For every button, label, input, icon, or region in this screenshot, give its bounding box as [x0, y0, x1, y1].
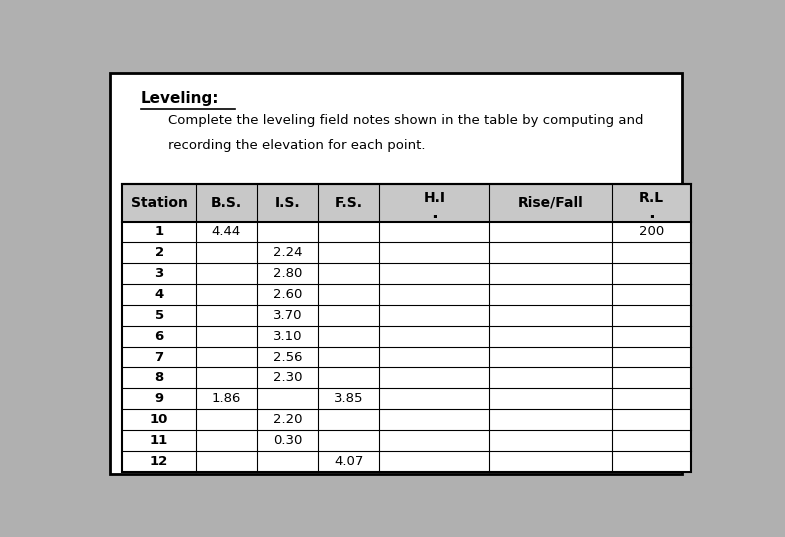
Text: 11: 11	[150, 434, 168, 447]
Text: Rise/Fall: Rise/Fall	[518, 196, 583, 210]
Text: 200: 200	[639, 226, 664, 238]
Text: 3: 3	[155, 267, 164, 280]
Text: Station: Station	[131, 196, 188, 210]
Text: F.S.: F.S.	[334, 196, 363, 210]
Text: 1.86: 1.86	[212, 392, 241, 405]
Text: 9: 9	[155, 392, 164, 405]
Text: 10: 10	[150, 413, 168, 426]
Bar	[122, 305, 692, 326]
Text: 4.44: 4.44	[212, 226, 241, 238]
Text: 12: 12	[150, 455, 168, 468]
Text: Complete the leveling field notes shown in the table by computing and: Complete the leveling field notes shown …	[168, 114, 644, 127]
Bar	[122, 326, 692, 347]
Text: 8: 8	[155, 372, 164, 384]
Text: 2.56: 2.56	[273, 351, 302, 364]
Bar	[122, 284, 692, 305]
Bar	[122, 388, 692, 409]
Text: .: .	[648, 204, 655, 222]
Bar	[122, 451, 692, 471]
Text: 1: 1	[155, 226, 164, 238]
Text: Leveling:: Leveling:	[141, 91, 219, 106]
Text: 2.20: 2.20	[273, 413, 302, 426]
Text: 2.60: 2.60	[273, 288, 302, 301]
Text: 4: 4	[155, 288, 164, 301]
Text: .: .	[431, 204, 438, 222]
Text: 2.80: 2.80	[273, 267, 302, 280]
Bar	[122, 242, 692, 263]
Bar	[122, 222, 692, 242]
Text: 4.07: 4.07	[334, 455, 363, 468]
Text: I.S.: I.S.	[275, 196, 301, 210]
Text: 3.10: 3.10	[273, 330, 302, 343]
Bar	[122, 347, 692, 367]
Text: 2.24: 2.24	[273, 246, 302, 259]
Text: recording the elevation for each point.: recording the elevation for each point.	[168, 139, 425, 152]
Bar	[122, 184, 692, 222]
Text: B.S.: B.S.	[211, 196, 242, 210]
Text: 3.70: 3.70	[273, 309, 302, 322]
Text: 0.30: 0.30	[273, 434, 302, 447]
Text: H.I: H.I	[423, 191, 445, 205]
Text: 2.30: 2.30	[273, 372, 302, 384]
Bar	[122, 184, 692, 471]
Text: 7: 7	[155, 351, 164, 364]
Text: 6: 6	[155, 330, 164, 343]
Text: 3.85: 3.85	[334, 392, 363, 405]
Bar	[122, 263, 692, 284]
Text: 5: 5	[155, 309, 164, 322]
Bar	[122, 430, 692, 451]
Text: 2: 2	[155, 246, 164, 259]
Bar	[122, 367, 692, 388]
Bar	[122, 409, 692, 430]
Text: R.L: R.L	[639, 191, 664, 205]
